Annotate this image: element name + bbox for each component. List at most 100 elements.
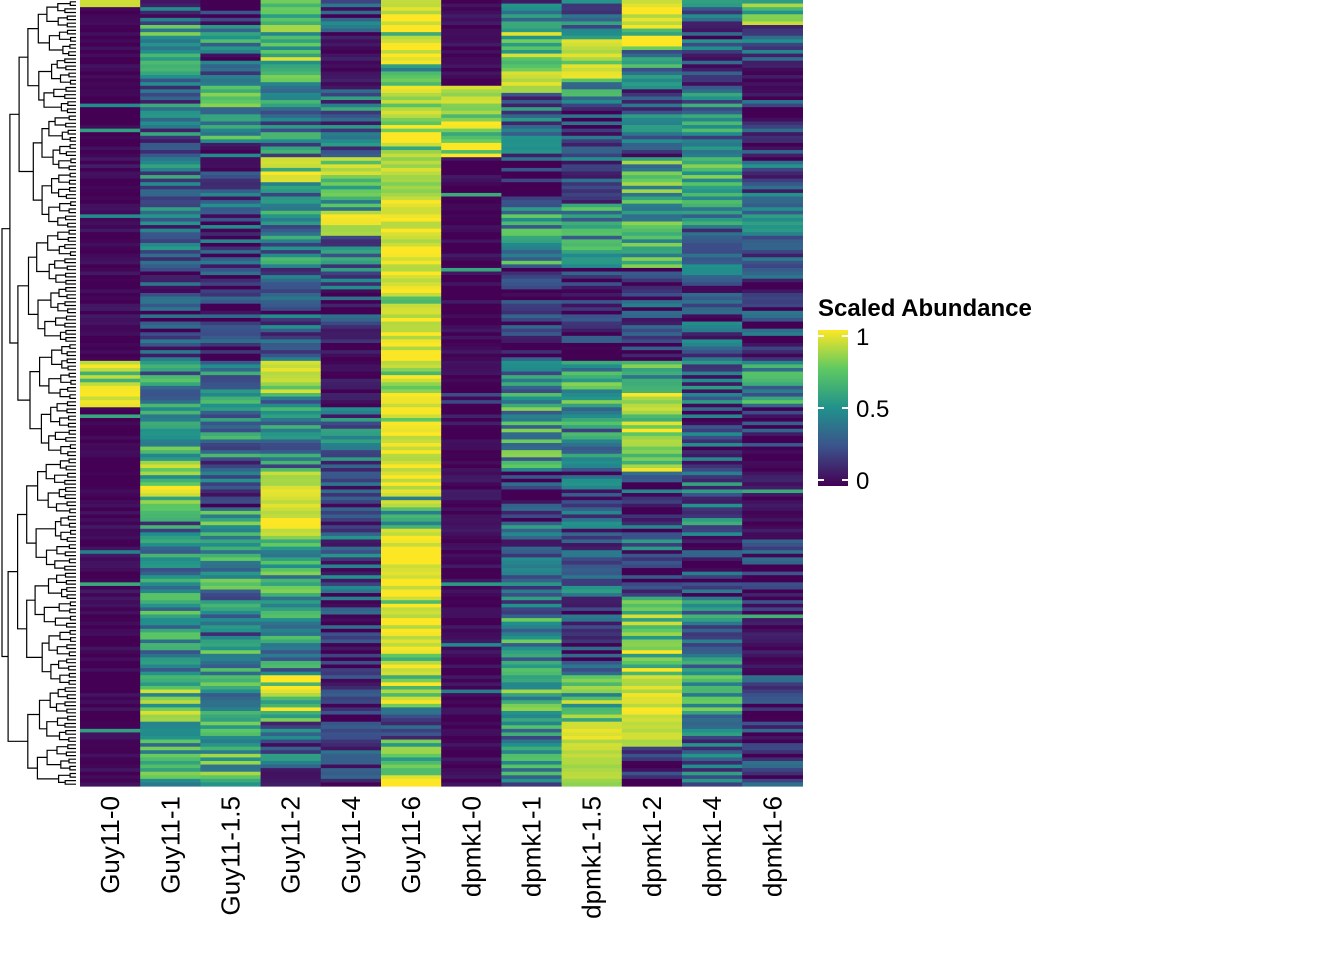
heatmap-cell xyxy=(200,528,262,533)
heatmap-cell xyxy=(441,232,502,237)
heatmap-cell xyxy=(501,525,563,530)
heatmap-cell xyxy=(682,396,743,401)
heatmap-cell xyxy=(381,242,442,248)
heatmap-cell xyxy=(381,325,442,330)
heatmap-cell xyxy=(381,507,442,512)
heatmap-cell xyxy=(501,728,563,734)
heatmap-cell xyxy=(742,196,803,201)
heatmap-cell xyxy=(260,378,322,383)
column-label: Guy11-0 xyxy=(95,796,125,894)
heatmap-cell xyxy=(621,171,683,176)
heatmap-cell xyxy=(381,443,442,448)
heatmap-cell xyxy=(441,753,502,759)
heatmap-cell xyxy=(260,550,322,555)
heatmap-cell xyxy=(501,725,563,730)
heatmap-cell xyxy=(621,275,683,280)
heatmap-cell xyxy=(501,303,563,308)
heatmap-cell xyxy=(441,117,502,123)
heatmap-cell xyxy=(561,167,623,173)
heatmap-cell xyxy=(441,114,502,119)
heatmap-cell xyxy=(320,753,382,759)
heatmap-cell xyxy=(682,39,743,44)
heatmap-cell xyxy=(561,400,623,405)
heatmap-cell xyxy=(501,660,563,666)
heatmap-cell xyxy=(260,578,322,583)
heatmap-cell xyxy=(441,396,502,401)
heatmap-cell xyxy=(501,678,563,683)
heatmap-cell xyxy=(200,743,262,748)
heatmap-cell xyxy=(441,535,502,541)
heatmap-cell xyxy=(320,718,382,723)
heatmap-cell xyxy=(621,753,683,759)
heatmap-cell xyxy=(501,503,563,508)
heatmap-cell xyxy=(260,693,322,698)
heatmap-cell xyxy=(682,342,743,348)
heatmap-cell xyxy=(260,625,322,630)
heatmap-cell xyxy=(200,3,262,8)
heatmap-cell xyxy=(742,778,803,784)
heatmap-cell xyxy=(320,621,382,626)
heatmap-cell xyxy=(682,121,743,126)
heatmap-cell xyxy=(320,135,382,140)
heatmap-cell xyxy=(742,107,803,112)
heatmap-cell xyxy=(621,764,683,769)
heatmap-cell xyxy=(441,418,502,423)
heatmap-cell xyxy=(561,25,623,30)
heatmap-cell xyxy=(742,96,803,101)
heatmap-cell xyxy=(200,603,262,608)
heatmap-cell xyxy=(561,103,623,108)
heatmap-cell xyxy=(742,596,803,601)
heatmap-cell xyxy=(200,657,262,662)
heatmap-cell xyxy=(561,203,623,208)
heatmap-cell xyxy=(381,42,442,48)
heatmap-cell xyxy=(200,267,262,273)
heatmap-cell xyxy=(140,46,201,51)
heatmap-cell xyxy=(200,328,262,333)
heatmap-cell xyxy=(682,714,743,719)
heatmap-cell xyxy=(441,764,502,769)
heatmap-cell xyxy=(501,625,563,630)
heatmap-cell xyxy=(140,678,201,683)
heatmap-cell xyxy=(742,203,803,208)
heatmap-cell xyxy=(381,585,442,591)
heatmap-cell xyxy=(621,67,683,73)
heatmap-cell xyxy=(381,321,442,326)
heatmap-cell xyxy=(200,39,262,44)
heatmap-cell xyxy=(441,393,502,398)
heatmap-cell xyxy=(742,764,803,769)
heatmap-cell xyxy=(682,160,743,165)
heatmap-cell xyxy=(381,114,442,119)
heatmap-cell xyxy=(260,17,322,23)
heatmap-cell xyxy=(320,771,382,776)
heatmap-cell xyxy=(80,353,141,358)
heatmap-cell xyxy=(621,425,683,430)
heatmap-cell xyxy=(742,28,803,33)
heatmap-cell xyxy=(140,510,201,516)
heatmap-cell xyxy=(80,678,141,683)
heatmap-cell xyxy=(501,585,563,591)
heatmap-cell xyxy=(561,432,623,437)
heatmap-cell xyxy=(621,446,683,451)
heatmap-cell xyxy=(320,14,382,19)
heatmap-cell xyxy=(441,739,502,744)
heatmap-cell xyxy=(260,521,322,526)
heatmap-cell xyxy=(501,335,563,341)
heatmap-cell xyxy=(200,464,262,469)
heatmap-cell xyxy=(80,0,141,5)
heatmap-cell xyxy=(621,57,683,62)
heatmap-cell xyxy=(260,364,322,369)
heatmap-cell xyxy=(621,503,683,508)
heatmap-cell xyxy=(621,596,683,601)
heatmap-cell xyxy=(80,753,141,759)
heatmap-cell xyxy=(621,35,683,40)
heatmap-cell xyxy=(200,50,262,55)
heatmap-cell xyxy=(140,757,201,762)
heatmap-cell xyxy=(621,560,683,566)
heatmap-cell xyxy=(621,782,683,787)
heatmap-cell xyxy=(200,625,262,630)
heatmap-cell xyxy=(140,532,201,537)
heatmap-cell xyxy=(501,242,563,248)
heatmap-cell xyxy=(561,710,623,716)
heatmap-cell xyxy=(621,39,683,44)
heatmap-cell xyxy=(621,289,683,294)
